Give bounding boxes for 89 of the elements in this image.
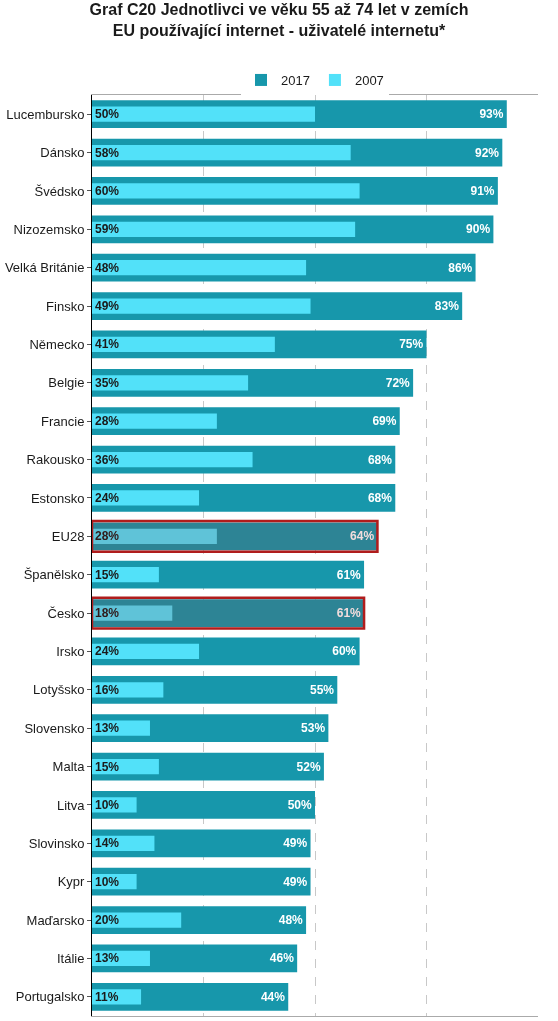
y-tick-label: Nizozemsko bbox=[13, 221, 85, 237]
data-label: 15% bbox=[95, 759, 120, 774]
y-tick-label: Litva bbox=[56, 797, 86, 813]
data-label: 14% bbox=[95, 836, 120, 851]
data-label: 24% bbox=[95, 644, 120, 659]
y-tick-label: Španělsko bbox=[23, 567, 85, 583]
bar bbox=[92, 221, 356, 237]
data-label: 61% bbox=[336, 567, 362, 582]
y-tick-label: Dánsko bbox=[40, 145, 85, 161]
data-label: 20% bbox=[95, 913, 120, 928]
y-tick-label: Velká Británie bbox=[4, 260, 85, 276]
bar bbox=[92, 260, 307, 276]
data-label: 52% bbox=[296, 759, 321, 774]
y-tick-label: Slovensko bbox=[24, 720, 85, 736]
bar bbox=[92, 298, 311, 314]
data-label: 91% bbox=[470, 183, 495, 198]
legend-label: 2007 bbox=[354, 73, 384, 89]
bar bbox=[92, 912, 182, 928]
data-label: 13% bbox=[95, 721, 120, 736]
bar bbox=[92, 106, 315, 122]
y-tick-label: Malta bbox=[52, 759, 86, 775]
data-label: 93% bbox=[479, 107, 504, 122]
bar bbox=[92, 451, 253, 468]
data-label: 50% bbox=[287, 797, 312, 812]
data-label: 28% bbox=[95, 414, 120, 429]
data-label: 64% bbox=[350, 529, 375, 544]
data-label: 18% bbox=[95, 606, 120, 621]
bar bbox=[92, 490, 200, 506]
y-tick-label: Německo bbox=[29, 336, 85, 352]
data-label: 90% bbox=[466, 222, 491, 237]
bar bbox=[92, 183, 360, 199]
data-label: 60% bbox=[95, 183, 120, 198]
bar bbox=[92, 336, 275, 353]
data-label: 92% bbox=[474, 145, 500, 160]
y-tick-label: Kypr bbox=[57, 874, 86, 890]
y-tick-label: Lotyšsko bbox=[33, 682, 85, 698]
bar bbox=[92, 144, 351, 161]
data-label: 10% bbox=[95, 797, 120, 812]
bar bbox=[92, 605, 173, 621]
data-label: 24% bbox=[95, 490, 120, 505]
data-label: 83% bbox=[434, 299, 460, 314]
legend-label: 2017 bbox=[281, 73, 310, 89]
y-tick-label: Maďarsko bbox=[26, 912, 85, 928]
data-label: 41% bbox=[95, 337, 120, 352]
data-label: 61% bbox=[336, 606, 362, 621]
y-tick-label: Itálie bbox=[56, 950, 85, 966]
data-label: 68% bbox=[367, 490, 393, 505]
y-tick-label: EU28 bbox=[51, 528, 85, 544]
data-label: 49% bbox=[283, 836, 308, 851]
y-tick-label: Belgie bbox=[48, 375, 85, 391]
y-tick-label: Rakousko bbox=[26, 452, 85, 468]
data-label: 16% bbox=[95, 682, 120, 697]
data-label: 35% bbox=[95, 375, 120, 390]
data-label: 59% bbox=[95, 222, 120, 237]
data-label: 69% bbox=[372, 414, 397, 429]
data-label: 58% bbox=[95, 145, 120, 160]
data-label: 72% bbox=[385, 375, 411, 390]
data-label: 28% bbox=[95, 529, 120, 544]
y-tick-label: Estonsko bbox=[30, 490, 85, 506]
bar bbox=[92, 867, 311, 896]
data-label: 11% bbox=[95, 989, 119, 1004]
data-label: 48% bbox=[95, 260, 120, 275]
y-tick-label: Slovinsko bbox=[28, 835, 85, 851]
data-label: 36% bbox=[95, 452, 120, 467]
y-tick-label: Finsko bbox=[46, 298, 85, 314]
y-tick-label: Švédsko bbox=[34, 183, 85, 199]
data-label: 44% bbox=[260, 989, 286, 1004]
bar bbox=[92, 375, 249, 391]
y-tick-label: Francie bbox=[41, 413, 85, 429]
y-tick-label: Irsko bbox=[56, 643, 85, 659]
y-tick-label: Portugalsko bbox=[15, 989, 85, 1005]
data-label: 55% bbox=[309, 682, 335, 697]
data-label: 15% bbox=[95, 567, 120, 582]
data-label: 49% bbox=[283, 874, 308, 889]
data-label: 75% bbox=[399, 337, 424, 352]
data-label: 49% bbox=[95, 299, 120, 314]
bar bbox=[92, 791, 315, 819]
data-label: 10% bbox=[95, 874, 120, 889]
data-label: 13% bbox=[95, 951, 120, 966]
y-tick-label: Lucembursko bbox=[6, 106, 85, 122]
y-tick-label: Česko bbox=[47, 605, 85, 621]
chart-title: Graf C20 Jednotlivci ve věku 55 až 74 let v zemích EU používající internet - uživatelé internetu* bbox=[89, 1, 469, 40]
data-label: 50% bbox=[95, 107, 120, 122]
data-label: 60% bbox=[332, 644, 357, 659]
data-label: 48% bbox=[278, 913, 304, 928]
data-label: 68% bbox=[367, 452, 393, 467]
data-label: 46% bbox=[269, 951, 295, 966]
data-label: 53% bbox=[301, 721, 326, 736]
data-label: 86% bbox=[448, 260, 473, 275]
